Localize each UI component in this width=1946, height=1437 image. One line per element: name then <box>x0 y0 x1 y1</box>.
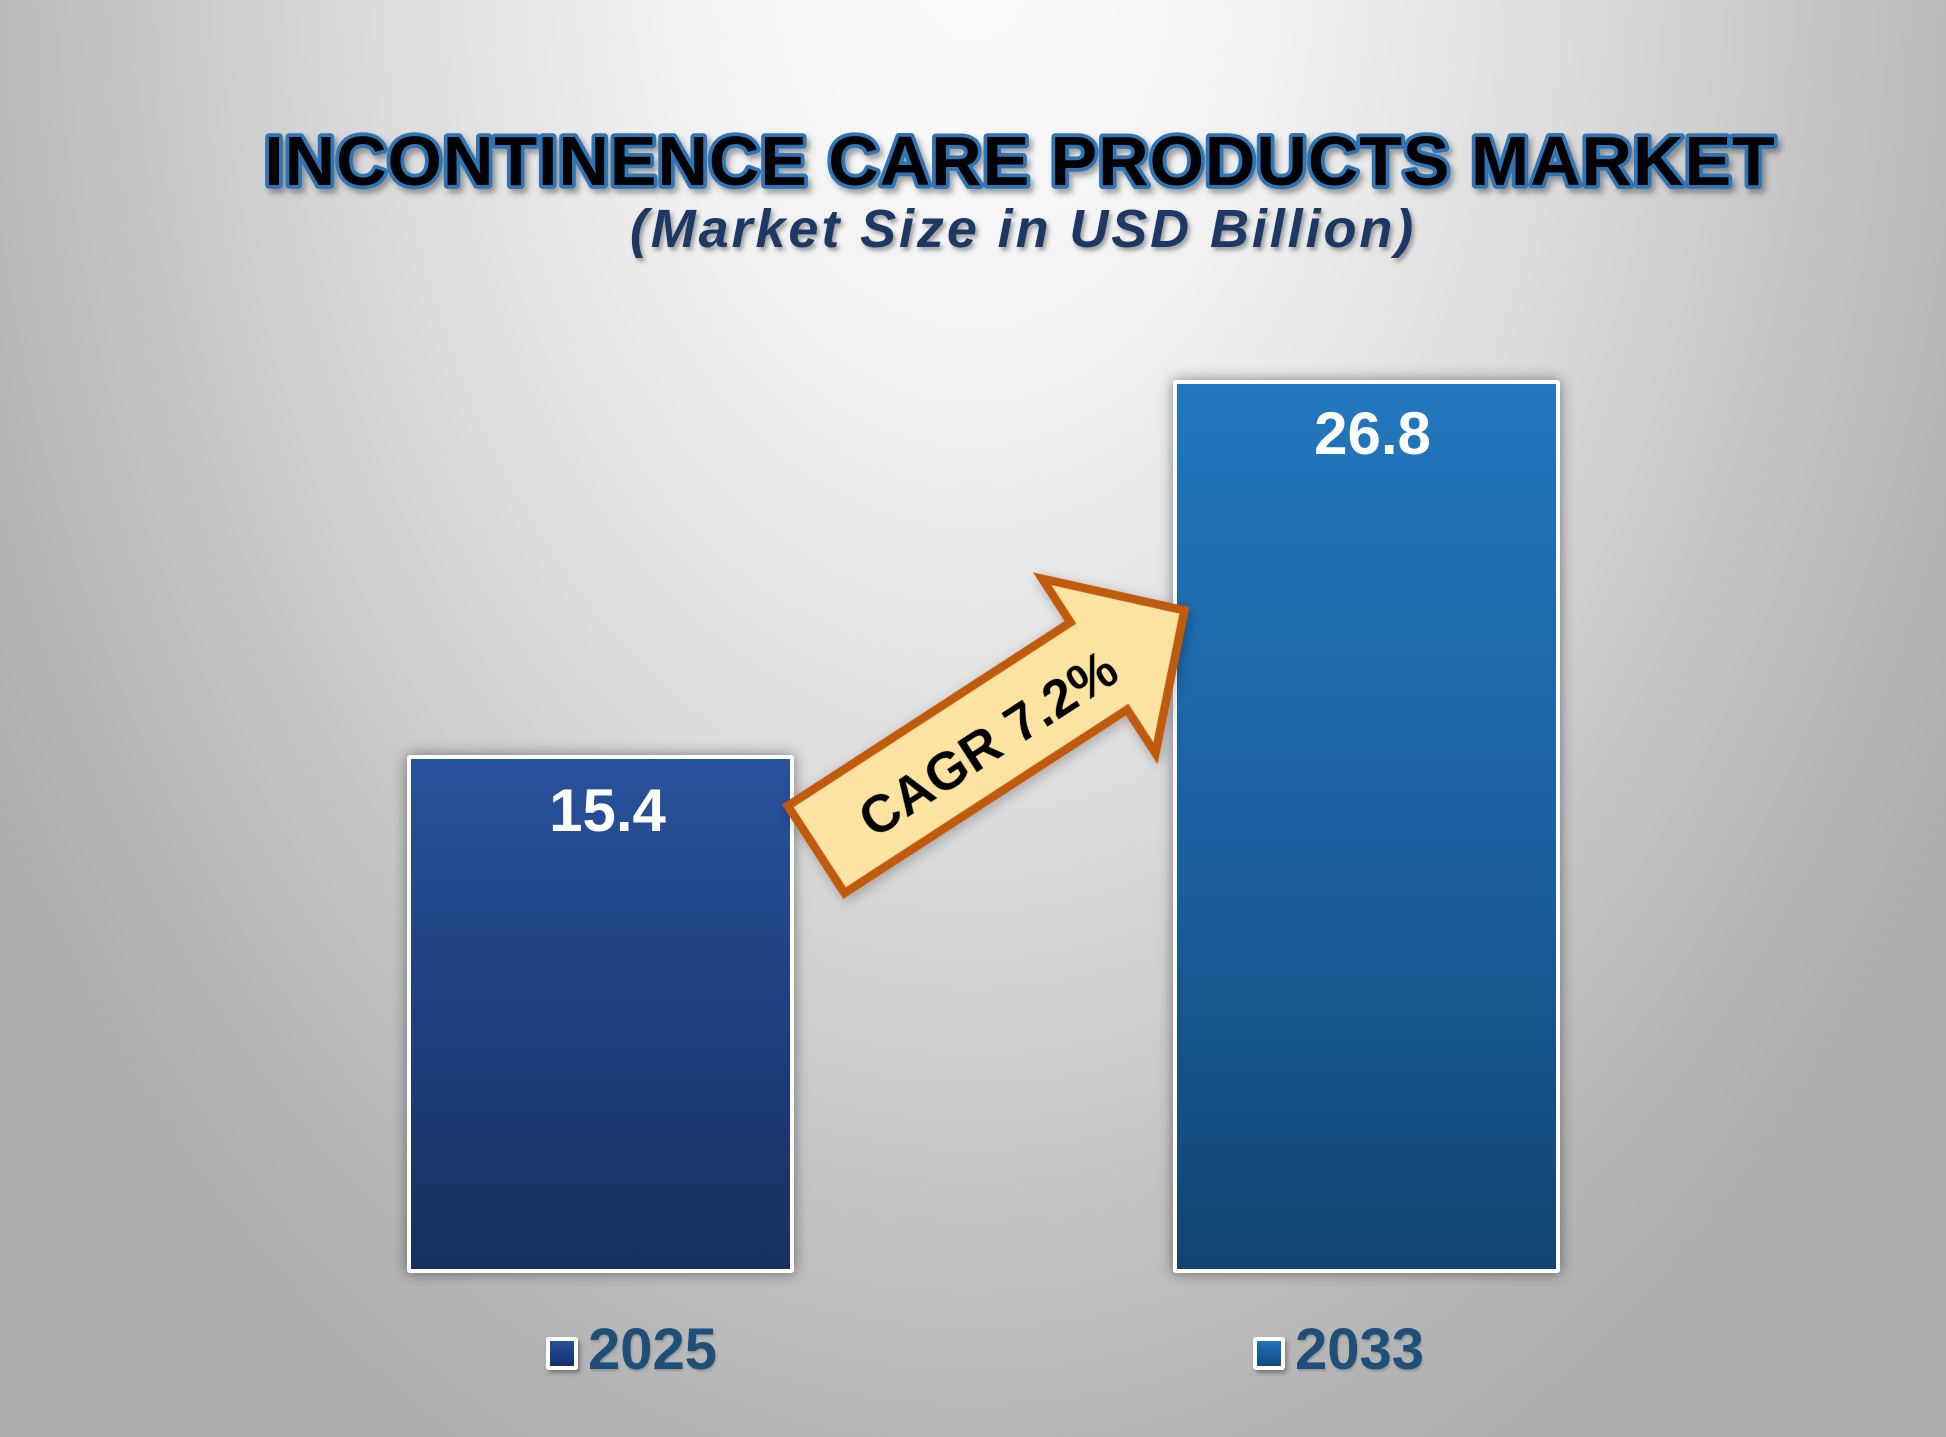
svg-text:(Market Size in USD Billion): (Market Size in USD Billion) <box>630 199 1416 259</box>
svg-text:INCONTINENCE CARE PRODUCTS MAR: INCONTINENCE CARE PRODUCTS MARKET <box>264 122 1775 200</box>
